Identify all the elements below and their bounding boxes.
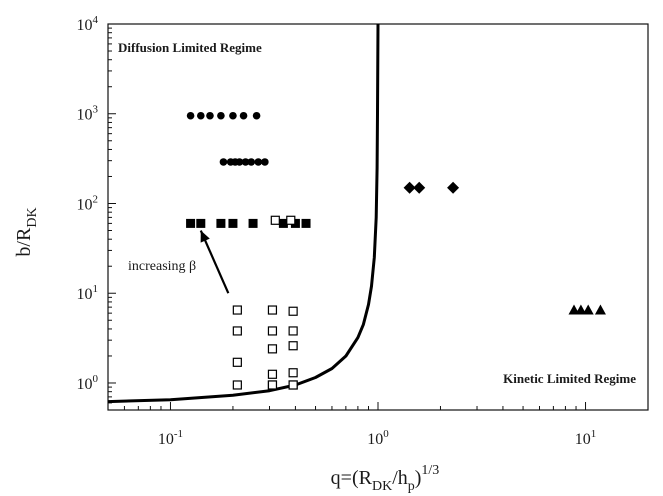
circle-point <box>252 111 261 120</box>
open-square-point <box>267 380 278 390</box>
kinetic-regime-label: Kinetic Limited Regime <box>503 371 636 386</box>
x-axis-label: q=(RDK/hp)1/3 <box>331 463 440 494</box>
x-tick-label: 10-1 <box>158 428 183 448</box>
open-square-point <box>232 357 242 367</box>
increasing-arrow <box>199 230 230 294</box>
filled-square-point <box>216 218 226 228</box>
circle-point <box>247 158 256 166</box>
filled-square-point <box>228 218 238 228</box>
open-square-point <box>232 326 242 336</box>
open-square-point <box>232 305 242 315</box>
filled-square-point <box>278 218 288 228</box>
diamond-point <box>447 181 460 194</box>
y-tick-label: 102 <box>77 193 99 213</box>
circle-point <box>235 158 244 166</box>
filled-square-point <box>301 218 311 228</box>
y-tick-label: 100 <box>77 373 99 393</box>
triangle-point <box>575 304 587 315</box>
arrow-head <box>200 230 210 243</box>
circle-point <box>239 111 248 120</box>
open-square-point <box>286 215 296 225</box>
x-tick-label: 100 <box>367 428 389 448</box>
diffusion-regime-label: Diffusion Limited Regime <box>118 40 262 55</box>
open-square-point <box>270 215 280 225</box>
open-square-point <box>232 380 242 390</box>
circle-point <box>241 158 250 166</box>
arrow-shaft <box>199 230 230 294</box>
open-square-point <box>288 306 298 316</box>
circle-point <box>186 111 195 120</box>
y-tick-label: 104 <box>77 14 99 34</box>
circle-point <box>254 158 263 166</box>
data-points <box>186 111 606 390</box>
diamond-point <box>413 181 426 194</box>
circle-point <box>206 111 214 120</box>
open-square-point <box>288 368 298 378</box>
y-axis-label: b/RDK <box>13 207 40 256</box>
regime-boundary-curve <box>107 23 380 404</box>
filled-square-point <box>290 218 300 228</box>
circle-point <box>261 158 269 166</box>
open-square-point <box>288 341 298 351</box>
circle-point <box>217 111 225 120</box>
circle-point <box>196 111 205 120</box>
filled-square-point <box>248 218 258 228</box>
open-square-point <box>267 305 278 315</box>
circle-point <box>229 111 237 120</box>
triangle-point <box>582 304 594 315</box>
filled-square-point <box>186 218 196 228</box>
filled-square-point <box>196 218 206 228</box>
triangle-point <box>594 304 606 315</box>
circle-point <box>219 158 228 166</box>
increasing-beta-label: increasing β <box>128 259 196 274</box>
x-tick-label: 101 <box>575 428 597 448</box>
y-tick-label: 101 <box>77 283 99 303</box>
open-square-point <box>267 369 278 379</box>
open-square-point <box>267 326 278 336</box>
boundary-curve-line <box>107 23 380 404</box>
y-tick-label: 103 <box>77 104 99 124</box>
diamond-point <box>403 181 416 194</box>
open-square-point <box>267 344 278 354</box>
open-square-point <box>288 380 298 390</box>
triangle-point <box>568 304 580 315</box>
open-square-point <box>288 326 298 336</box>
